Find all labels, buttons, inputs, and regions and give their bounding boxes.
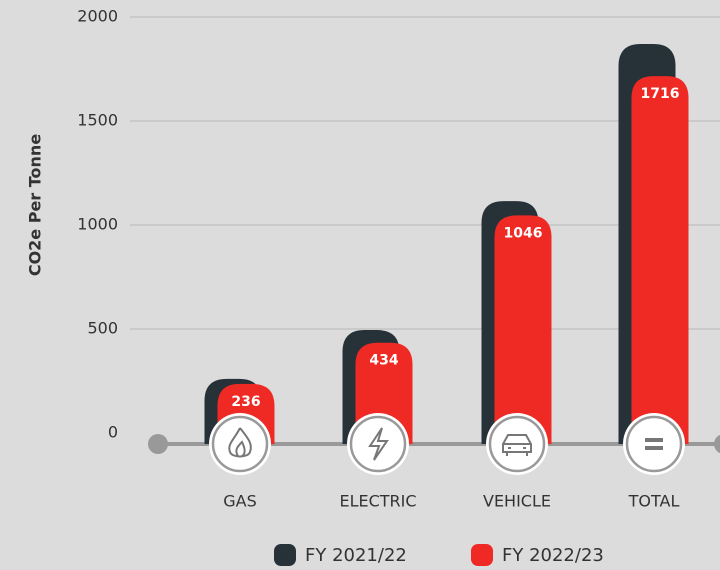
icon-path xyxy=(502,434,532,456)
icon-glyph xyxy=(502,434,532,456)
category-icon xyxy=(623,413,685,475)
value-label: 236 xyxy=(231,394,260,410)
y-tick-label: 0 xyxy=(108,423,118,442)
value-label: 1046 xyxy=(504,225,543,241)
category-icon-ring xyxy=(211,415,269,473)
legend-swatch xyxy=(471,544,493,566)
x-tick-label: TOTAL xyxy=(628,492,680,511)
icon-glyph xyxy=(228,427,252,458)
category-icon-ring xyxy=(488,415,546,473)
legend-swatch xyxy=(274,544,296,566)
icon-glyph xyxy=(368,427,389,461)
y-tick-label: 2000 xyxy=(77,7,118,26)
bar xyxy=(494,215,552,444)
icon-path xyxy=(228,427,252,458)
bar xyxy=(631,76,689,445)
y-tick-label: 1000 xyxy=(77,215,118,234)
y-tick-label: 500 xyxy=(87,319,118,338)
category-icon xyxy=(347,413,409,475)
x-tick-label: GAS xyxy=(223,492,257,511)
icon-path xyxy=(368,427,389,461)
category-icon-ring xyxy=(349,415,407,473)
y-axis-label: CO2e Per Tonne xyxy=(26,134,45,277)
legend-label: FY 2022/23 xyxy=(502,545,604,566)
legend-label: FY 2021/22 xyxy=(305,545,407,566)
baseline-dot xyxy=(714,434,720,454)
x-tick-label: ELECTRIC xyxy=(339,492,416,511)
y-tick-label: 1500 xyxy=(77,111,118,130)
baseline-dot xyxy=(148,434,168,454)
icon-glyph xyxy=(645,438,663,450)
category-icon-ring xyxy=(625,415,683,473)
value-label: 434 xyxy=(369,353,398,369)
value-label: 1716 xyxy=(641,86,680,102)
x-tick-label: VEHICLE xyxy=(483,492,551,511)
icon-path xyxy=(645,438,663,450)
